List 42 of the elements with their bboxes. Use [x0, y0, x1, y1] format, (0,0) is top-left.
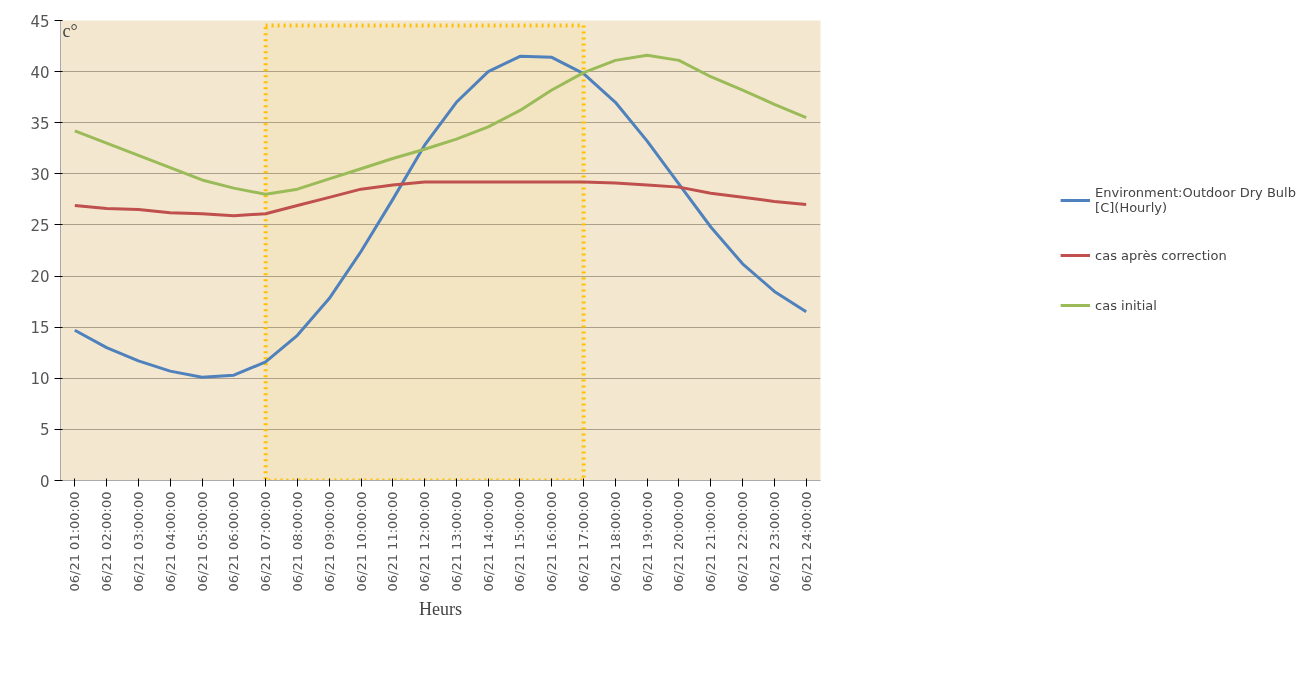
x-tick-label: 06/21 08:00:00: [289, 491, 305, 592]
y-tick-label: 25: [30, 216, 50, 235]
y-tick-label: 15: [30, 319, 50, 338]
legend-label: cas après correction: [1095, 247, 1227, 263]
x-tick-label: 06/21 11:00:00: [385, 491, 401, 592]
x-tick-label: 06/21 12:00:00: [417, 491, 433, 592]
x-tick-label: 06/21 19:00:00: [639, 491, 655, 592]
line-series: [73, 54, 808, 379]
x-tick-label: 06/21 07:00:00: [258, 491, 274, 592]
x-tick-label: 06/21 02:00:00: [99, 491, 115, 592]
x-tick-label: 06/21 18:00:00: [607, 491, 623, 592]
y-tick-label: 0: [39, 472, 50, 491]
x-tick-label: 06/21 04:00:00: [162, 491, 178, 592]
legend-label: Environment:Outdoor Dry Bulb [C](Hourly): [1095, 185, 1296, 215]
y-tick-label: 30: [30, 165, 50, 184]
x-tick-label: 06/21 17:00:00: [576, 491, 592, 592]
x-tick-label: 06/21 03:00:00: [130, 491, 146, 592]
x-tick-label: 06/21 23:00:00: [766, 491, 782, 592]
x-tick-label: 06/21 13:00:00: [448, 491, 464, 592]
x-tick-label: 06/21 24:00:00: [798, 491, 814, 592]
legend-label: cas initial: [1095, 297, 1157, 313]
x-tick-label: 06/21 05:00:00: [194, 491, 210, 592]
line-series: [73, 180, 808, 218]
y-tick-label: 10: [30, 370, 50, 389]
y-tick-label: 45: [30, 12, 50, 31]
x-tick-label: 06/21 10:00:00: [353, 491, 369, 592]
y-tick-label: 35: [30, 114, 50, 133]
x-tick-label: 06/21 21:00:00: [703, 491, 719, 592]
x-axis-title: Heurs: [419, 599, 463, 620]
y-tick-label: 40: [30, 63, 50, 82]
x-tick-label: 06/21 20:00:00: [671, 491, 687, 592]
x-tick-label: 06/21 01:00:00: [67, 491, 83, 592]
x-tick-label: 06/21 16:00:00: [544, 491, 560, 592]
y-axis-title: c°: [62, 20, 78, 41]
x-tick-label: 06/21 09:00:00: [321, 491, 337, 592]
x-tick-label: 06/21 14:00:00: [480, 491, 496, 592]
y-tick-label: 5: [39, 421, 50, 440]
y-tick-label: 20: [30, 268, 50, 287]
x-tick-label: 06/21 22:00:00: [735, 491, 751, 592]
x-tick-label: 06/21 15:00:00: [512, 491, 528, 592]
x-tick-label: 06/21 06:00:00: [226, 491, 242, 592]
line-series: [73, 53, 808, 196]
